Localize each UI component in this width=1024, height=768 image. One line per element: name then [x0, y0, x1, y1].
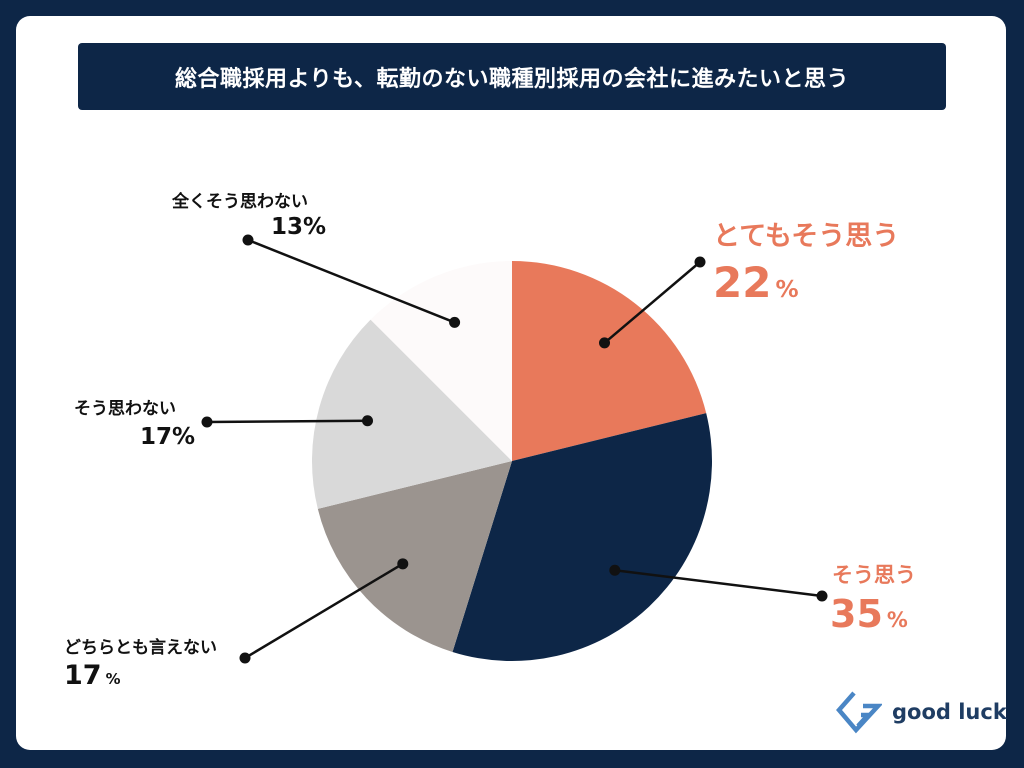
leader-dot-neutral-start	[397, 558, 409, 570]
leader-dot-disagree-end	[201, 416, 213, 428]
leader-dot-agree-start	[609, 564, 621, 576]
pie-slice-strongly-disagree	[370, 261, 512, 461]
leader-dot-strongly-agree-end	[694, 256, 706, 268]
leader-dot-strongly-disagree-start	[449, 316, 461, 328]
leader-dot-agree-end	[816, 590, 828, 602]
leader-line-strongly-agree	[603, 261, 701, 344]
leader-dot-strongly-agree-start	[599, 337, 611, 349]
slice-label-neutral: どちらとも言えない	[64, 638, 217, 658]
slice-label-agree: そう思う	[832, 563, 916, 587]
g-logo-icon	[836, 691, 882, 734]
leader-dot-neutral-end	[239, 652, 251, 664]
pie-slice-strongly-agree	[512, 261, 707, 461]
brand-logo: good luck	[836, 690, 1007, 734]
leader-line-neutral	[244, 562, 404, 660]
chart-title: 総合職採用よりも、転勤のない職種別採用の会社に進みたいと思う	[175, 66, 849, 92]
chart-title-bar: 総合職採用よりも、転勤のない職種別採用の会社に進みたいと思う	[78, 43, 946, 110]
pie-slice-agree	[452, 413, 712, 661]
leader-dot-strongly-disagree-end	[242, 234, 254, 246]
slice-label-disagree: そう思わない	[74, 399, 176, 419]
leader-line-disagree	[206, 419, 368, 424]
slice-value-strongly-agree: 22%	[713, 258, 799, 307]
slice-value-agree: 35%	[830, 592, 908, 636]
slice-label-strongly-agree: とてもそう思う	[713, 221, 900, 252]
brand-name: good luck	[892, 700, 1007, 724]
leader-line-agree	[614, 568, 823, 598]
slice-value-neutral: 17%	[64, 660, 121, 691]
pie-slice-disagree	[312, 319, 512, 509]
slice-label-strongly-disagree: 全くそう思わない	[172, 192, 308, 212]
slice-value-strongly-disagree: 13%	[271, 214, 327, 240]
slice-value-disagree: 17%	[140, 424, 196, 450]
leader-dot-disagree-start	[362, 415, 374, 427]
pie-slice-neutral	[317, 461, 512, 652]
leader-line-strongly-disagree	[247, 238, 456, 324]
